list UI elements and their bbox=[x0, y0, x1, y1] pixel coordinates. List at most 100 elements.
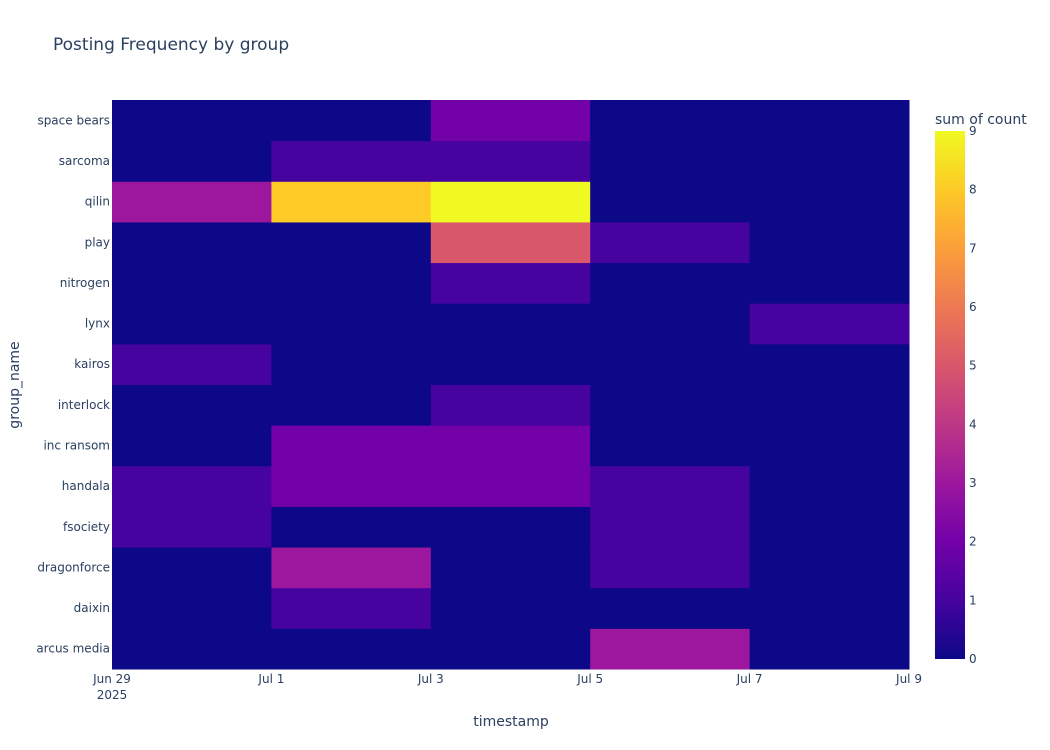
colorbar-tick-label: 9 bbox=[969, 124, 977, 138]
heatmap-cell bbox=[590, 547, 751, 589]
heatmap-cell bbox=[112, 547, 272, 589]
heatmap-cell bbox=[271, 628, 432, 670]
x-tick-label: Jun 29 2025 bbox=[92, 672, 131, 702]
heatmap-cell bbox=[112, 140, 272, 182]
heatmap-cells bbox=[112, 100, 910, 670]
heatmap-cell bbox=[112, 628, 272, 670]
y-tick-label: nitrogen bbox=[60, 276, 110, 290]
heatmap-cell bbox=[749, 547, 910, 589]
colorbar-tick-label: 1 bbox=[969, 593, 977, 607]
x-tick-label: Jul 5 bbox=[576, 672, 603, 686]
heatmap-cell bbox=[590, 628, 751, 670]
heatmap-cell bbox=[430, 384, 591, 426]
heatmap-cell bbox=[430, 343, 591, 385]
y-tick-label: fsociety bbox=[63, 520, 110, 534]
heatmap-cell bbox=[112, 465, 272, 507]
heatmap-cell bbox=[590, 425, 751, 467]
heatmap-cell bbox=[112, 384, 272, 426]
colorbar-tick-label: 2 bbox=[969, 535, 977, 549]
heatmap-cell bbox=[271, 547, 432, 589]
heatmap-cell bbox=[430, 262, 591, 304]
heatmap-cell bbox=[271, 181, 432, 223]
heatmap-cell bbox=[112, 181, 272, 223]
heatmap-cell bbox=[271, 425, 432, 467]
heatmap-cell bbox=[749, 221, 910, 264]
heatmap-cell bbox=[749, 587, 910, 629]
x-tick-label: Jul 7 bbox=[736, 672, 763, 686]
y-tick-label: sarcoma bbox=[59, 154, 110, 168]
heatmap-cell bbox=[749, 181, 910, 223]
heatmap-cell bbox=[271, 384, 432, 426]
y-axis-ticks: arcus media daixin dragonforce fsociety hand… bbox=[36, 113, 110, 655]
heatmap-cell bbox=[590, 140, 751, 182]
y-tick-label: kairos bbox=[74, 357, 110, 371]
heatmap-cell bbox=[112, 587, 272, 629]
heatmap-cell bbox=[271, 140, 432, 182]
y-tick-label: dragonforce bbox=[37, 560, 110, 574]
colorbar bbox=[935, 131, 965, 659]
heatmap-cell bbox=[112, 425, 272, 467]
y-tick-label: handala bbox=[62, 479, 110, 493]
heatmap-cell bbox=[749, 384, 910, 426]
heatmap-cell bbox=[271, 262, 432, 304]
x-tick-label: Jul 1 bbox=[257, 672, 284, 686]
heatmap-cell bbox=[271, 343, 432, 385]
heatmap-cell bbox=[590, 100, 751, 142]
heatmap-cell bbox=[430, 628, 591, 670]
heatmap-cell bbox=[749, 465, 910, 507]
y-tick-label: daixin bbox=[74, 601, 110, 615]
x-axis-title: timestamp bbox=[473, 714, 549, 730]
heatmap-cell bbox=[430, 140, 591, 182]
y-tick-label: lynx bbox=[85, 317, 110, 331]
heatmap-cell bbox=[590, 506, 751, 548]
heatmap-cell bbox=[749, 303, 910, 345]
heatmap-cell bbox=[430, 303, 591, 345]
colorbar-tick-label: 5 bbox=[969, 359, 977, 373]
y-axis-title: group_name bbox=[7, 341, 23, 428]
heatmap-cell bbox=[749, 425, 910, 467]
heatmap-cell bbox=[430, 221, 591, 264]
colorbar-tick-label: 8 bbox=[969, 183, 977, 197]
heatmap-cell bbox=[590, 343, 751, 385]
heatmap-cell bbox=[271, 303, 432, 345]
heatmap-cell bbox=[271, 221, 432, 264]
colorbar-title: sum of count bbox=[935, 112, 1027, 128]
colorbar-ticks: 0 1 2 3 4 5 6 7 8 9 bbox=[969, 124, 977, 666]
heatmap-cell bbox=[112, 100, 272, 142]
heatmap-cell bbox=[749, 343, 910, 385]
heatmap-cell bbox=[271, 587, 432, 629]
colorbar-tick-label: 0 bbox=[969, 652, 977, 666]
heatmap-cell bbox=[749, 140, 910, 182]
heatmap-cell bbox=[271, 100, 432, 142]
y-tick-label: inc ransom bbox=[43, 438, 110, 452]
heatmap-cell bbox=[590, 262, 751, 304]
heatmap-cell bbox=[749, 628, 910, 670]
heatmap-cell bbox=[590, 384, 751, 426]
heatmap-cell bbox=[271, 506, 432, 548]
y-tick-label: qilin bbox=[85, 195, 110, 209]
colorbar-tick-label: 6 bbox=[969, 300, 977, 314]
heatmap-cell bbox=[430, 587, 591, 629]
colorbar-tick-label: 3 bbox=[969, 476, 977, 490]
y-tick-label: interlock bbox=[58, 398, 110, 412]
heatmap-cell bbox=[112, 506, 272, 548]
x-axis-ticks: Jun 29 2025 Jul 1 Jul 3 Jul 5 Jul 7 Jul 9 bbox=[92, 672, 922, 702]
heatmap-cell bbox=[271, 465, 432, 507]
heatmap-cell bbox=[590, 221, 751, 264]
heatmap-cell bbox=[590, 181, 751, 223]
heatmap-cell bbox=[112, 343, 272, 385]
heatmap-cell bbox=[112, 221, 272, 264]
heatmap-cell bbox=[590, 587, 751, 629]
heatmap-cell bbox=[749, 100, 910, 142]
y-tick-label: space bears bbox=[37, 113, 110, 127]
heatmap-cell bbox=[112, 303, 272, 345]
heatmap-cell bbox=[430, 181, 591, 223]
heatmap-cell bbox=[430, 425, 591, 467]
y-tick-label: arcus media bbox=[36, 642, 110, 656]
heatmap-cell bbox=[749, 262, 910, 304]
colorbar-tick-label: 4 bbox=[969, 417, 977, 431]
heatmap-cell bbox=[112, 262, 272, 304]
heatmap-cell bbox=[590, 465, 751, 507]
x-tick-label: Jul 9 bbox=[895, 672, 922, 686]
